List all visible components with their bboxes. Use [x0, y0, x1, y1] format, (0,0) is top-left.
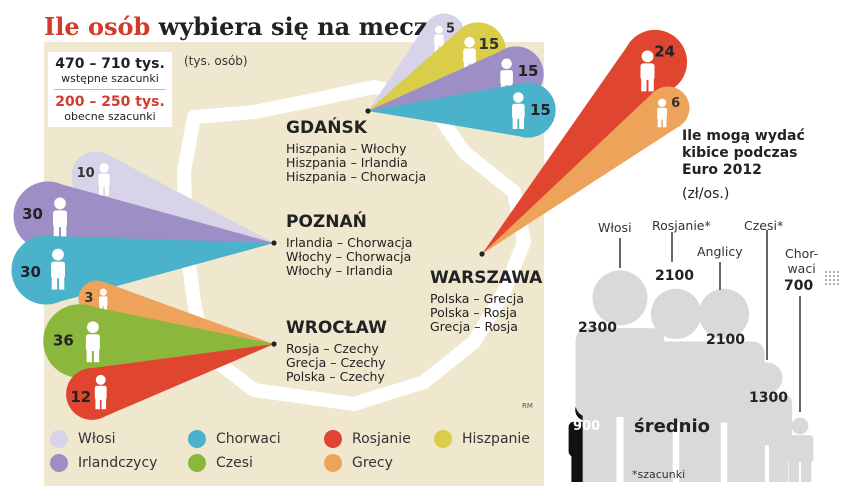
fan-value: 15 [478, 35, 499, 53]
legend-item-irlandczycy: Irlandczycy [50, 454, 157, 472]
dotted-marker-icon [825, 271, 839, 285]
city-poznan: POZNAŃ [286, 212, 367, 232]
warszawa-matches: Polska – Grecja Polska – Rosja Grecja – … [430, 292, 524, 334]
current-estimate-range: 200 – 250 tys. [55, 94, 165, 110]
value-rosjanie: 2100 [655, 268, 694, 284]
legend-swatch [324, 454, 342, 472]
value-czesi: 1300 [749, 390, 788, 406]
page-title: Ile osób wybiera się na mecze [44, 12, 443, 41]
spending-figure [786, 417, 814, 482]
legend-item-wlosi: Włosi [50, 430, 116, 448]
match-item: Rosja – Czechy [286, 341, 379, 356]
legend-swatch [50, 430, 68, 448]
match-item: Grecja – Rosja [430, 319, 518, 334]
spending-figure [575, 270, 665, 482]
city-point [479, 251, 485, 257]
city-point [271, 240, 277, 246]
legend-swatch [50, 454, 68, 472]
country-outline [177, 80, 531, 411]
fan-value: 30 [22, 205, 43, 223]
spending-unit: (zł/os.) [682, 186, 730, 202]
legend-swatch [188, 430, 206, 448]
match-item: Hiszpania – Chorwacja [286, 169, 427, 184]
initial-estimate-range: 470 – 710 tys. [55, 56, 165, 72]
fan-value: 12 [70, 388, 91, 406]
spending-title: Ile mogą wydać kibice podczas Euro 2012 [682, 128, 805, 178]
divider [54, 89, 166, 90]
fan-value: 15 [530, 101, 551, 119]
city-wroclaw: WROCŁAW [286, 318, 387, 338]
legend-item-czesi: Czesi [188, 454, 253, 472]
match-item: Polska – Czechy [286, 369, 385, 384]
fan-bubble-rosjanie: 12 [66, 344, 274, 420]
value-anglicy: 2100 [706, 332, 745, 348]
label-czesi: Czesi* [744, 218, 784, 233]
author-code: RM [522, 402, 533, 410]
label-chorwaci: Chor- waci [785, 246, 819, 276]
fan-bubble-grecy: 6 [482, 86, 690, 254]
match-item: Irlandia – Chorwacja [286, 235, 413, 250]
legend-item-rosjanie: Rosjanie [324, 430, 411, 448]
average-label: średnio [634, 416, 711, 437]
match-item: Hiszpania – Irlandia [286, 155, 408, 170]
match-item: Włochy – Irlandia [286, 263, 393, 278]
fan-value: 15 [518, 62, 539, 80]
match-item: Polska – Grecja [430, 291, 524, 306]
gdansk-matches: Hiszpania – Włochy Hiszpania – Irlandia … [286, 142, 426, 184]
unit-label: (tys. osób) [184, 54, 248, 68]
match-item: Grecja – Czechy [286, 355, 386, 370]
legend-swatch [324, 430, 342, 448]
value-chorwaci: 700 [784, 278, 814, 294]
wroclaw-matches: Rosja – Czechy Grecja – Czechy Polska – … [286, 342, 386, 384]
legend: Włosi Irlandczycy Chorwaci Czesi Rosjani… [44, 420, 544, 486]
label-wlosi: Włosi [598, 220, 632, 235]
fan-bubble-chorwaci: 15 [368, 82, 556, 138]
legend-item-hiszpanie: Hiszpanie [434, 430, 530, 448]
match-item: Hiszpania – Włochy [286, 141, 407, 156]
fan-value: 3 [84, 291, 93, 306]
label-rosjanie: Rosjanie* [652, 218, 711, 233]
fan-bubble-irlandczycy: 30 [13, 181, 275, 251]
fan-value: 30 [20, 263, 41, 281]
fan-value: 36 [53, 332, 74, 350]
legend-swatch [434, 430, 452, 448]
city-gdansk: GDAŃSK [286, 118, 367, 138]
legend-item-grecy: Grecy [324, 454, 393, 472]
fan-value: 10 [77, 166, 95, 181]
city-warszawa: WARSZAWA [430, 268, 543, 288]
label-anglicy: Anglicy [697, 244, 743, 259]
poznan-matches: Irlandia – Chorwacja Włochy – Chorwacja … [286, 236, 412, 278]
fan-value: 24 [654, 42, 675, 60]
fan-value: 6 [671, 96, 680, 111]
fan-value: 5 [446, 21, 455, 36]
value-average: 900 [573, 419, 601, 434]
initial-estimate-label: wstępne szacunki [61, 72, 159, 85]
match-item: Włochy – Chorwacja [286, 249, 412, 264]
match-item: Polska – Rosja [430, 305, 518, 320]
current-estimate-label: obecne szacunki [64, 110, 156, 123]
city-point [365, 108, 371, 114]
fan-bubble-czesi: 36 [43, 304, 275, 378]
footnote: *szacunki [632, 468, 686, 481]
legend-swatch [188, 454, 206, 472]
value-wlosi: 2300 [578, 320, 617, 336]
legend-item-chorwaci: Chorwaci [188, 430, 281, 448]
city-point [271, 341, 277, 347]
estimates-box: 470 – 710 tys. wstępne szacunki 200 – 25… [48, 52, 172, 127]
fan-bubble-włosi: 10 [71, 151, 274, 243]
fan-bubble-rosjanie: 24 [482, 29, 688, 254]
